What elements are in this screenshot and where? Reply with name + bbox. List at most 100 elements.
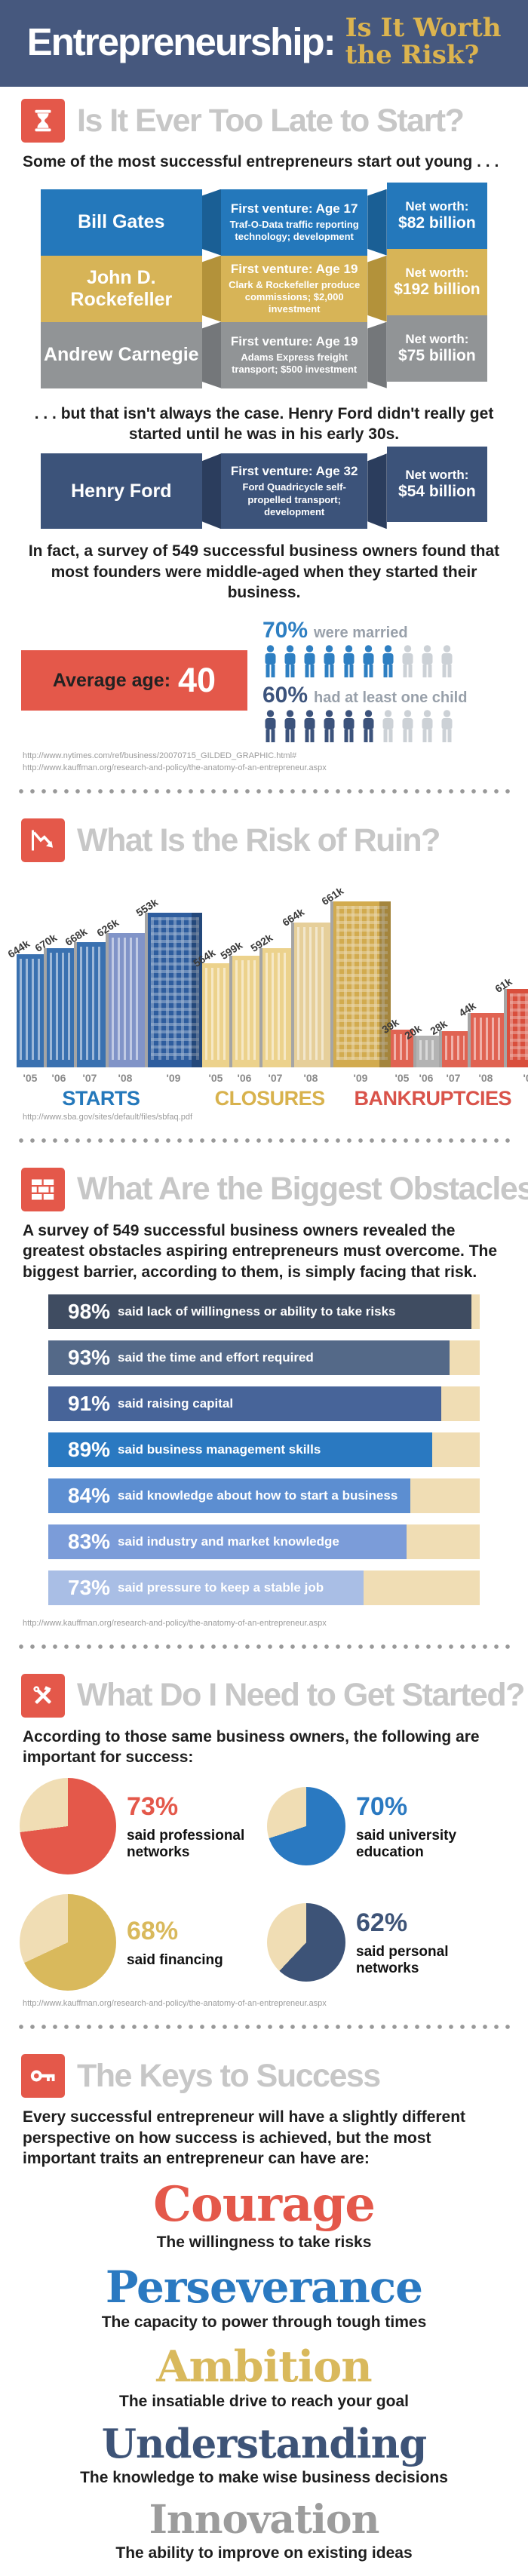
average-age-box: Average age: 40 bbox=[21, 650, 247, 711]
section-title: What Is the Risk of Ruin? bbox=[77, 821, 441, 858]
pie-chart bbox=[267, 1787, 345, 1866]
source-links: http://www.nytimes.com/ref/business/2007… bbox=[23, 751, 327, 773]
buildings-chart: 644k '05 670k '06 668k '07 626k '08 553k '09 … bbox=[0, 867, 528, 1084]
bar-bankruptcies-08 bbox=[468, 1013, 504, 1068]
pie-charts: 73% said professional networks 70% said un… bbox=[0, 1772, 528, 1997]
source-links: http://www.sba.gov/sites/default/files/s… bbox=[23, 1113, 193, 1122]
section-get-started-heading: What Do I Need to Get Started? bbox=[0, 1662, 528, 1722]
bankruptcies-group: 39k'05 20k'06 28k'07 44k'08 61k'09 bbox=[379, 975, 528, 1084]
obstacle-bar: 91% said raising capital bbox=[48, 1386, 441, 1421]
crossed-tools-icon bbox=[21, 1673, 65, 1718]
person-icon bbox=[422, 710, 433, 743]
founders-table: Bill Gates First venture: Age 17 Traf-O-… bbox=[0, 182, 528, 388]
row-connector bbox=[201, 255, 222, 322]
person-icon bbox=[402, 645, 413, 678]
person-icon bbox=[363, 710, 374, 743]
dotted-divider bbox=[18, 1137, 510, 1144]
obstacles-intro: A survey of 549 successful business owne… bbox=[23, 1221, 498, 1281]
bar-closures-09 bbox=[330, 901, 391, 1068]
brick-wall-icon bbox=[21, 1167, 65, 1211]
trait-ambition: Ambition The insatiable drive to reach y… bbox=[119, 2341, 409, 2411]
person-icon bbox=[441, 645, 453, 678]
header-banner: Entrepreneurship: Is It Worth the Risk? bbox=[0, 0, 528, 88]
bar-bankruptcies-09 bbox=[504, 989, 528, 1068]
bar-starts-07 bbox=[74, 942, 106, 1068]
bar-bankruptcies-07 bbox=[439, 1031, 468, 1068]
hourglass-icon bbox=[21, 99, 65, 143]
starts-caption: STARTS bbox=[62, 1087, 140, 1110]
row-connector bbox=[367, 453, 387, 530]
row-connector bbox=[201, 453, 222, 530]
obstacles-bar-chart: 98% said lack of willingness or ability t… bbox=[48, 1294, 480, 1605]
section-obstacles-heading: What Are the Biggest Obstacles? bbox=[0, 1156, 528, 1216]
declining-chart-icon bbox=[21, 818, 65, 863]
pie-personal-networks: 62% said personal networks bbox=[267, 1894, 508, 1991]
person-icon bbox=[284, 710, 296, 743]
source-links: http://www.kauffman.org/research-and-pol… bbox=[23, 1999, 327, 2009]
pictograph-children bbox=[262, 710, 467, 743]
page-title: Entrepreneurship: bbox=[26, 20, 336, 64]
section-title: What Are the Biggest Obstacles? bbox=[77, 1171, 528, 1208]
dotted-divider bbox=[18, 1643, 510, 1650]
pie-chart bbox=[267, 1903, 345, 1982]
row-connector bbox=[201, 189, 222, 256]
get-started-intro: According to those same business owners,… bbox=[23, 1727, 480, 1767]
trait-perseverance: Perseverance The capacity to power throu… bbox=[101, 2261, 427, 2332]
person-icon bbox=[343, 645, 355, 678]
person-icon bbox=[382, 645, 394, 678]
section-title: The Keys to Success bbox=[77, 2057, 381, 2094]
survey-stats: Average age: 40 70% were married 60% had… bbox=[0, 607, 528, 749]
bar-closures-07 bbox=[259, 948, 291, 1068]
stat-children: 60% had at least one child bbox=[262, 683, 467, 743]
obstacle-bar: 89% said business management skills bbox=[48, 1432, 433, 1467]
stat-married: 70% were married bbox=[262, 618, 467, 678]
closures-group: 564k '05 599k '06 592k '07 664k '08 661k '09 bbox=[191, 885, 391, 1084]
bar-starts-08 bbox=[106, 933, 145, 1068]
pie-chart bbox=[20, 1778, 116, 1875]
person-icon bbox=[343, 710, 355, 743]
survey-text: In fact, a survey of 549 successful busi… bbox=[28, 542, 500, 601]
founder-row-carnegie: Andrew Carnegie First venture: Age 19 Ad… bbox=[41, 315, 487, 388]
bar-closures-06 bbox=[229, 956, 259, 1068]
keys-intro: Every successful entrepreneur will have … bbox=[23, 2108, 466, 2167]
obstacle-bar: 84% said knowledge about how to start a b… bbox=[48, 1478, 411, 1513]
key-icon bbox=[21, 2054, 65, 2099]
row-connector bbox=[367, 321, 387, 388]
person-icon bbox=[324, 710, 335, 743]
person-icon bbox=[363, 645, 374, 678]
row-connector bbox=[201, 321, 222, 388]
founder-row-henry-ford: Henry Ford First venture: Age 32 Ford Qu… bbox=[41, 447, 487, 530]
section-title: What Do I Need to Get Started? bbox=[77, 1677, 525, 1714]
person-icon bbox=[422, 645, 433, 678]
pie-chart bbox=[20, 1894, 116, 1991]
section-too-late-heading: Is It Ever Too Late to Start? bbox=[0, 87, 528, 147]
person-icon bbox=[382, 710, 394, 743]
page-subtitle: Is It Worth the Risk? bbox=[345, 13, 502, 70]
founder-row-rockefeller: John D. Rockefeller First venture: Age 1… bbox=[41, 248, 487, 322]
person-icon bbox=[265, 645, 276, 678]
person-icon bbox=[304, 645, 315, 678]
bar-bankruptcies-06 bbox=[413, 1036, 439, 1068]
obstacle-bar: 73% said pressure to keep a stable job bbox=[48, 1570, 364, 1605]
section-title: Is It Ever Too Late to Start? bbox=[77, 102, 465, 139]
source-links: http://www.kauffman.org/research-and-pol… bbox=[23, 1618, 327, 1628]
dotted-divider bbox=[18, 2024, 510, 2031]
dotted-divider bbox=[18, 788, 510, 795]
obstacle-bar: 93% said the time and effort required bbox=[48, 1340, 450, 1375]
too-late-intro: Some of the most successful entrepreneur… bbox=[23, 153, 499, 171]
bar-starts-09 bbox=[145, 913, 202, 1068]
bar-closures-08 bbox=[291, 923, 330, 1068]
pie-university-education: 70% said university education bbox=[267, 1778, 508, 1874]
pie-financing: 68% said financing bbox=[20, 1894, 261, 1991]
person-icon bbox=[402, 710, 413, 743]
bar-starts-05 bbox=[17, 954, 44, 1068]
person-icon bbox=[304, 710, 315, 743]
mid-text: . . . but that isn't always the case. He… bbox=[34, 404, 494, 443]
row-connector bbox=[367, 189, 387, 256]
person-icon bbox=[284, 645, 296, 678]
trait-courage: Courage The willingness to take risks bbox=[153, 2176, 376, 2252]
person-icon bbox=[441, 710, 453, 743]
bar-closures-05 bbox=[202, 963, 229, 1068]
pie-professional-networks: 73% said professional networks bbox=[20, 1778, 261, 1875]
